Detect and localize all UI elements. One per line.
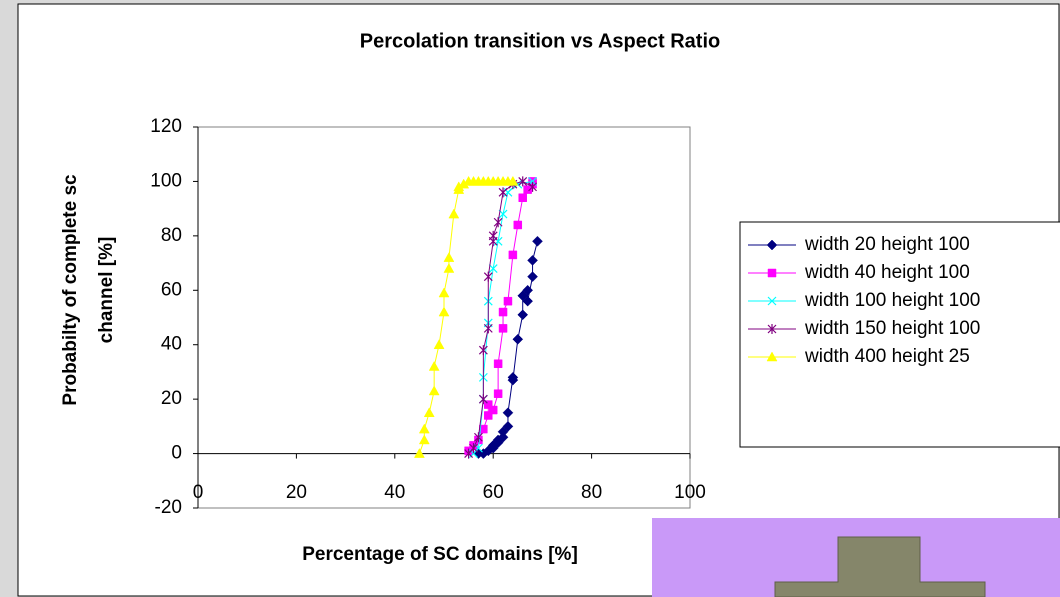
x-tick-label: 20 — [286, 482, 307, 503]
chart: Percolation transition vs Aspect Ratio P… — [0, 0, 1060, 597]
legend-label: width 40 height 100 — [804, 262, 970, 283]
legend-label: width 400 height 25 — [804, 346, 970, 367]
x-tick-label: 0 — [193, 482, 204, 503]
marker — [514, 221, 522, 229]
marker — [509, 251, 517, 259]
marker — [768, 269, 776, 277]
y-tick-label: 100 — [150, 170, 182, 191]
plot-area — [198, 127, 690, 508]
x-tick-label: 80 — [581, 482, 602, 503]
x-tick-label: 100 — [674, 482, 706, 503]
y-tick-label: 20 — [161, 388, 182, 409]
y-tick-label: 80 — [161, 225, 182, 246]
marker — [504, 297, 512, 305]
y-tick-label: 60 — [161, 279, 182, 300]
y-axis-label-line: Probabilty of complete sc — [60, 174, 81, 406]
y-tick-label: 120 — [150, 116, 182, 137]
page: {"chart_data": { "type": "scatter", "tit… — [0, 0, 1060, 597]
x-axis-label: Percentage of SC domains [%] — [302, 544, 578, 565]
marker — [499, 308, 507, 316]
marker — [494, 390, 502, 398]
x-tick-label: 40 — [384, 482, 405, 503]
legend-label: width 100 height 100 — [804, 290, 980, 311]
marker — [494, 360, 502, 368]
y-tick-label: 0 — [171, 443, 182, 464]
legend-label: width 20 height 100 — [804, 234, 970, 255]
legend-label: width 150 height 100 — [804, 318, 980, 339]
chart-title: Percolation transition vs Aspect Ratio — [360, 30, 720, 52]
marker — [519, 194, 527, 202]
marker — [499, 324, 507, 332]
y-tick-label: -20 — [155, 497, 182, 518]
x-tick-label: 60 — [483, 482, 504, 503]
y-axis-label-line: channel [%] — [96, 237, 117, 344]
y-tick-label: 40 — [161, 334, 182, 355]
marker — [489, 406, 497, 414]
